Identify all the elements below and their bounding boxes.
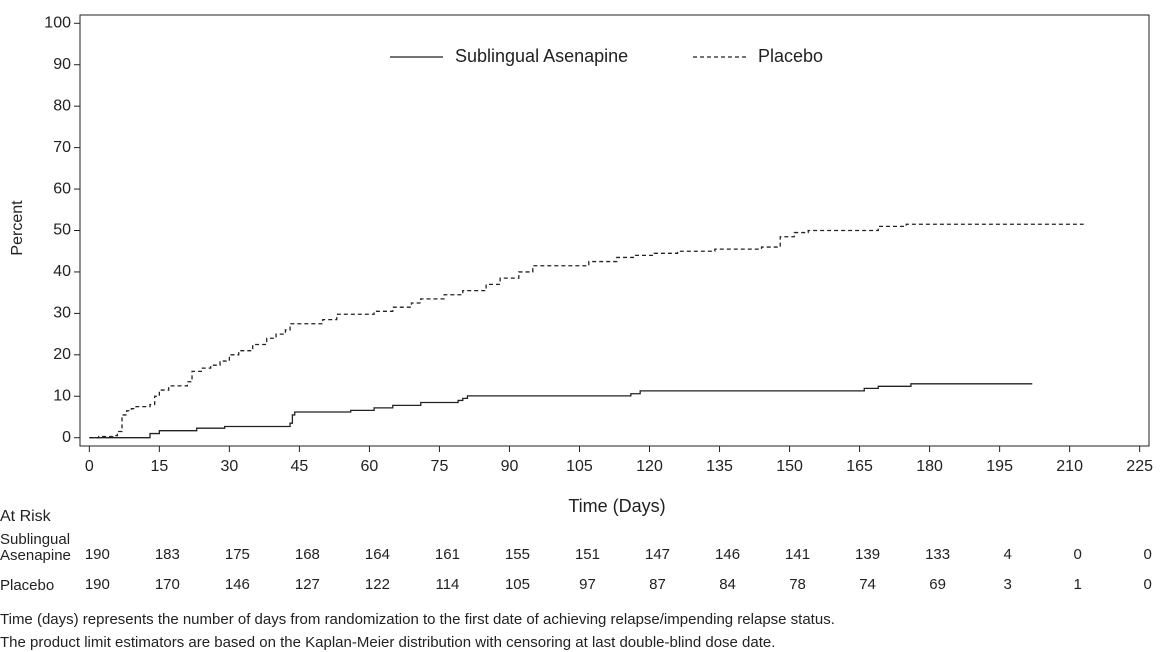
x-tick-label: 45: [291, 458, 309, 475]
at-risk-value: 0: [1143, 546, 1151, 563]
y-tick-label: 60: [53, 180, 71, 197]
at-risk-value: 84: [719, 576, 736, 593]
at-risk-value: 122: [365, 576, 390, 593]
legend-label: Placebo: [758, 46, 823, 66]
at-risk-value: 146: [715, 546, 740, 563]
x-tick-label: 135: [706, 458, 733, 475]
y-tick-label: 70: [53, 139, 71, 156]
x-tick-label: 180: [916, 458, 943, 475]
plot-frame: [79, 14, 1150, 447]
at-risk-value: 0: [1073, 546, 1081, 563]
at-risk-value: 141: [785, 546, 810, 563]
at-risk-value: 3: [1003, 576, 1011, 593]
y-tick-label: 30: [53, 305, 71, 322]
at-risk-value: 161: [435, 546, 460, 563]
at-risk-value: 146: [225, 576, 250, 593]
y-tick-label: 100: [44, 15, 71, 32]
at-risk-value: 147: [645, 546, 670, 563]
y-tick-label: 50: [53, 222, 71, 239]
at-risk-value: 164: [365, 546, 390, 563]
at-risk-value: 1: [1073, 576, 1081, 593]
x-tick-label: 210: [1056, 458, 1083, 475]
x-axis-label: Time (Days): [568, 496, 665, 516]
at-risk-value: 190: [85, 546, 110, 563]
at-risk-value: 0: [1143, 576, 1151, 593]
at-risk-value: 170: [155, 576, 180, 593]
at-risk-row-label: Placebo: [0, 577, 55, 594]
x-tick-label: 225: [1126, 458, 1153, 475]
x-tick-label: 60: [361, 458, 379, 475]
at-risk-value: 4: [1003, 546, 1011, 563]
at-risk-value: 133: [925, 546, 950, 563]
y-tick-label: 80: [53, 97, 71, 114]
km-curve: [89, 383, 1033, 439]
footnote: Time (days) represents the number of day…: [0, 611, 835, 628]
km-curve: [89, 223, 1084, 439]
at-risk-value: 78: [789, 576, 806, 593]
at-risk-title: At Risk: [0, 508, 52, 525]
y-tick-label: 0: [62, 429, 71, 446]
x-tick-label: 0: [85, 458, 94, 475]
at-risk-value: 183: [155, 546, 180, 563]
at-risk-value: 139: [855, 546, 880, 563]
y-tick-label: 40: [53, 263, 71, 280]
at-risk-value: 168: [295, 546, 320, 563]
x-tick-label: 150: [776, 458, 803, 475]
footnote: The product limit estimators are based o…: [0, 634, 775, 651]
at-risk-value: 74: [859, 576, 876, 593]
at-risk-value: 105: [505, 576, 530, 593]
legend-label: Sublingual Asenapine: [455, 46, 628, 66]
y-tick-label: 20: [53, 346, 71, 363]
at-risk-value: 175: [225, 546, 250, 563]
x-tick-label: 195: [986, 458, 1013, 475]
x-tick-label: 30: [220, 458, 238, 475]
at-risk-value: 127: [295, 576, 320, 593]
x-tick-label: 75: [431, 458, 449, 475]
at-risk-value: 190: [85, 576, 110, 593]
at-risk-value: 87: [649, 576, 666, 593]
at-risk-row-label: Sublingual Asenapine: [0, 531, 71, 564]
y-tick-label: 10: [53, 387, 71, 404]
at-risk-value: 69: [929, 576, 946, 593]
x-tick-label: 15: [150, 458, 168, 475]
at-risk-value: 114: [435, 576, 459, 593]
y-tick-label: 90: [53, 56, 71, 73]
at-risk-value: 97: [579, 576, 596, 593]
x-tick-label: 90: [501, 458, 519, 475]
y-axis-label: Percent: [9, 200, 26, 256]
x-tick-label: 165: [846, 458, 873, 475]
at-risk-value: 155: [505, 546, 530, 563]
x-tick-label: 120: [636, 458, 663, 475]
at-risk-value: 151: [575, 546, 600, 563]
x-tick-label: 105: [566, 458, 593, 475]
